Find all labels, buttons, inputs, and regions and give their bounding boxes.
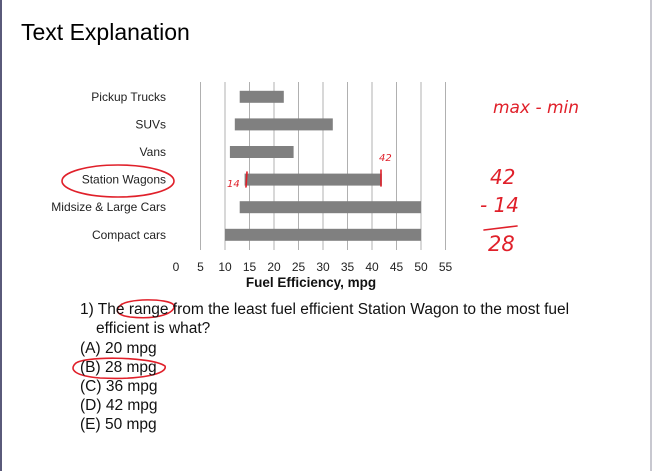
station-wagons-circle [61,164,175,198]
bar [239,201,421,214]
top-number: 42 [490,165,515,189]
option-a: (A) 20 mpg [80,340,157,357]
question-line-1: 1) The range from the least fuel efficie… [80,301,570,318]
annotation-text: max - min 42 - 14 28 42 14 [227,98,579,256]
option-c: (C) 36 mpg [80,378,158,395]
category-labels: Pickup Trucks SUVs Vans Station Wagons Midsi… [51,90,166,242]
x-tick-label: 0 [173,260,180,274]
formula-text: max - min [493,98,579,118]
page-title: Text Explanation [21,19,190,45]
bar [244,173,382,186]
result-number: 28 [488,232,515,256]
bar-high-label: 42 [379,153,392,164]
question-line-2: efficient is what? [96,320,211,337]
bar-low-mark [245,171,248,188]
option-b: (B) 28 mpg [80,359,157,376]
grid-lines [200,82,446,250]
subtraction-line [483,225,518,231]
category-label: Pickup Trucks [91,90,166,104]
bar [234,118,333,131]
option-e: (E) 50 mpg [80,416,157,433]
window-border-left [0,0,2,471]
x-tick-label: 40 [365,260,379,274]
category-label: Station Wagons [82,173,166,187]
x-tick-labels: 0 5 10 15 20 25 30 35 40 45 50 55 [173,260,453,274]
bars [225,90,421,241]
x-tick-label: 45 [390,260,404,274]
range-word-circle [116,299,175,319]
window-border-right [650,0,652,471]
category-label: Vans [140,145,166,159]
x-tick-label: 15 [243,260,257,274]
x-tick-label: 55 [439,260,453,274]
handwritten-annotations [61,164,518,380]
bar [225,228,421,241]
x-tick-label: 10 [218,260,232,274]
x-tick-label: 20 [267,260,281,274]
bar [239,90,284,103]
x-tick-label: 50 [414,260,428,274]
x-tick-label: 35 [341,260,355,274]
category-label: Midsize & Large Cars [51,200,166,214]
bar [229,146,294,158]
x-tick-label: 25 [292,260,306,274]
category-label: Compact cars [92,228,166,242]
x-axis-label: Fuel Efficiency, mpg [246,275,376,290]
bar-low-label: 14 [227,179,240,190]
minus-number: - 14 [480,193,519,217]
x-tick-label: 5 [197,260,204,274]
category-label: SUVs [135,117,166,131]
x-tick-label: 30 [316,260,330,274]
option-b-circle [72,357,166,380]
option-d: (D) 42 mpg [80,397,158,414]
